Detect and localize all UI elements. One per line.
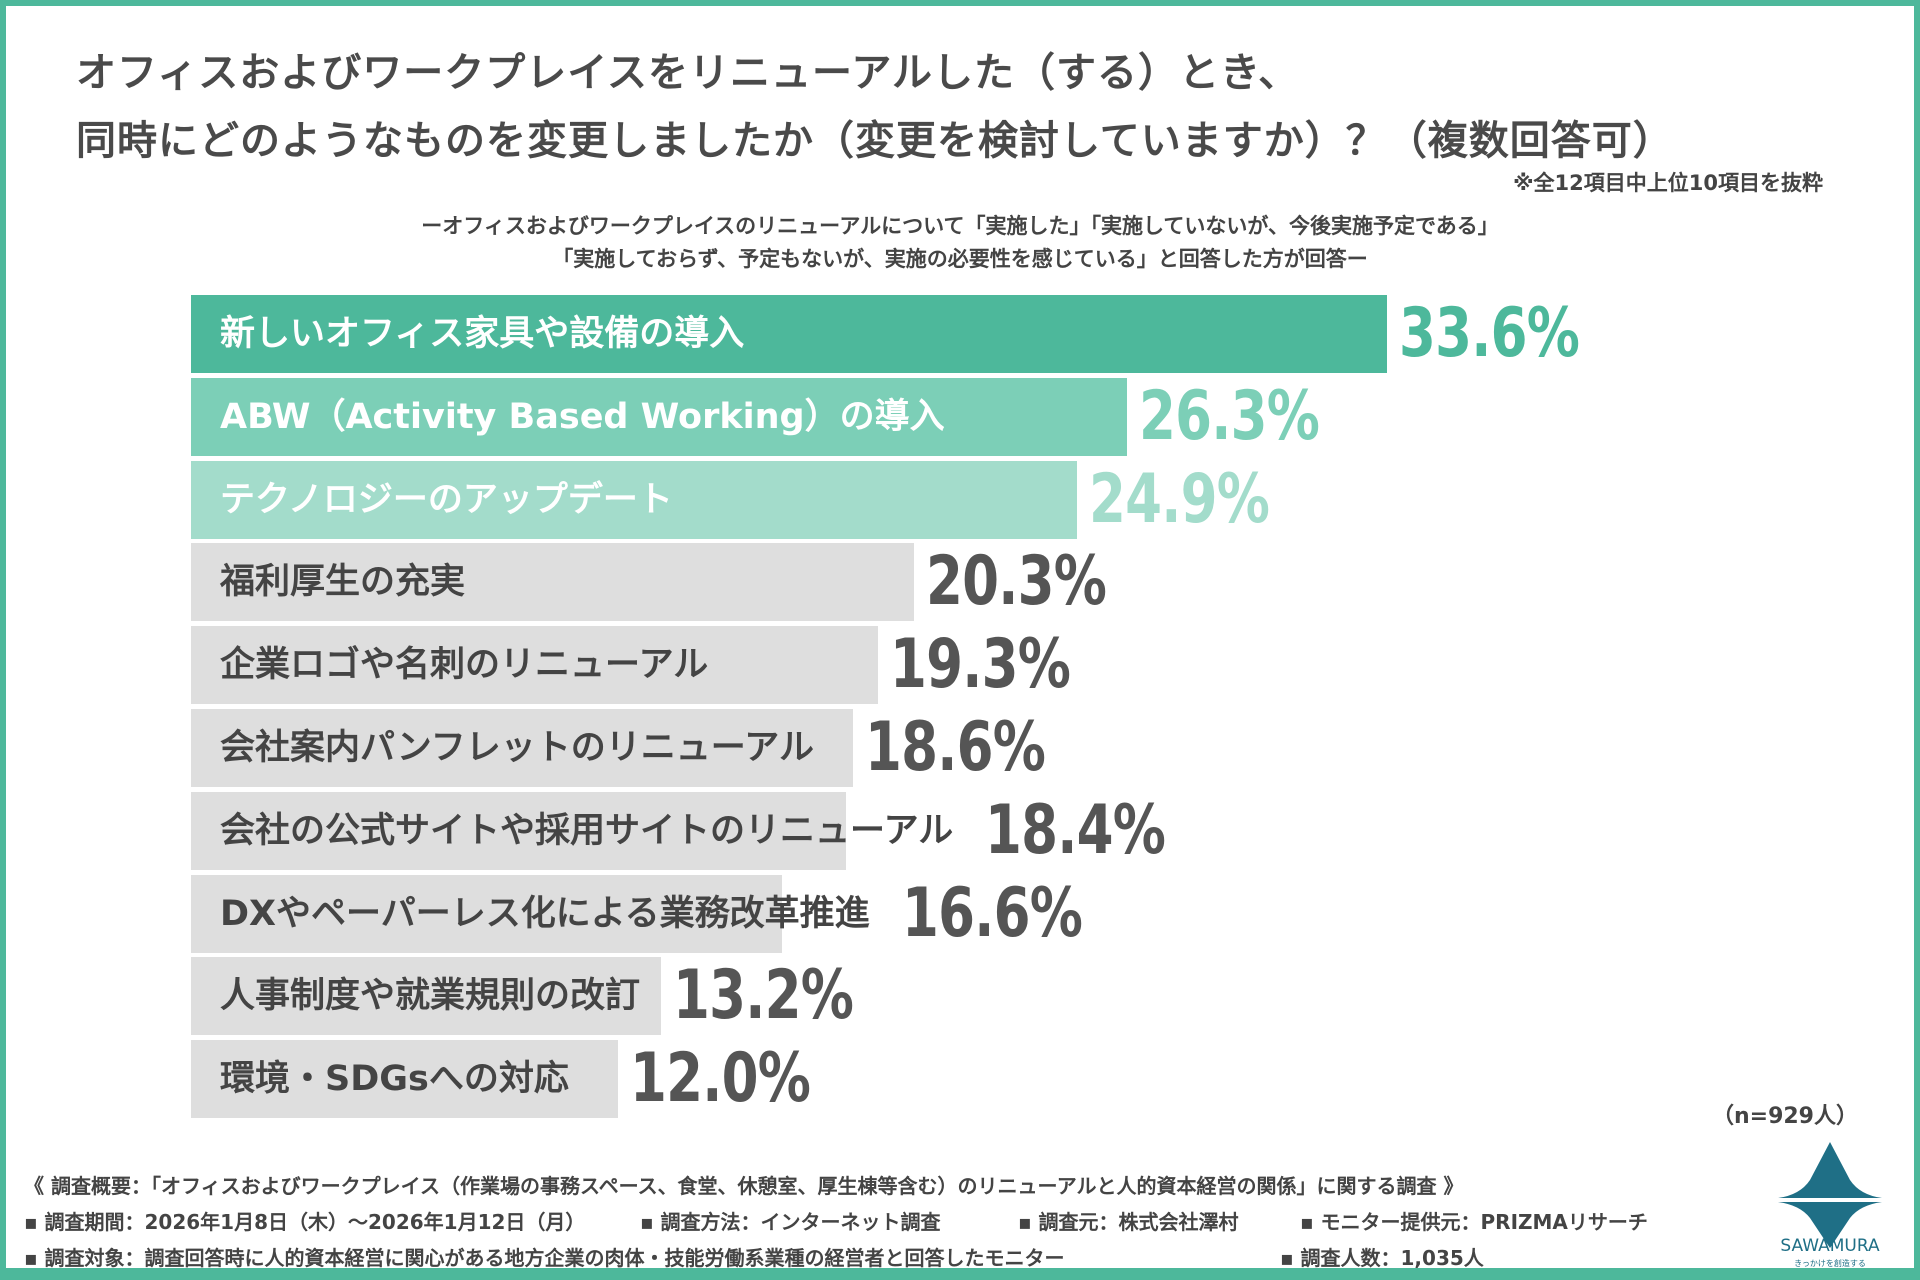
value-label: 16.6%: [902, 873, 1083, 953]
value-label: 24.9%: [1089, 459, 1270, 539]
value-label: 18.6%: [865, 708, 1046, 787]
bar-label: 人事制度や就業規則の改訂: [220, 976, 641, 1017]
bar-7: 会社の公式サイトや採用サイトのリニューアル: [191, 791, 953, 870]
subtitle-line1: ーオフィスおよびワークプレイスのリニューアルについて「実施した」「実施していない…: [421, 214, 1499, 238]
bar-10: 環境・SDGsへの対応: [191, 1040, 619, 1119]
bar-8: DXやペーパーレス化による業務改革推進: [191, 874, 870, 953]
sample-size: （n=929人）: [1711, 1104, 1858, 1129]
bar-label: DXやペーパーレス化による業務改革推進: [220, 893, 870, 934]
footer-method: ▪ 調査方法：インターネット調査: [640, 1210, 941, 1234]
bar-label: 福利厚生の充実: [220, 562, 466, 603]
bar-3: テクノロジーのアップデート: [191, 460, 1078, 539]
footer-overview: 《 調査概要：「オフィスおよびワークプレイス（作業場の事務スペース、食堂、休憩室…: [24, 1174, 1464, 1198]
footer-count: ▪ 調査人数：1,035人: [1280, 1246, 1484, 1270]
bar-9: 人事制度や就業規則の改訂: [191, 957, 661, 1036]
note: ※全12項目中上位10項目を抜粋: [1513, 171, 1823, 195]
chart-title-line1: オフィスおよびワークプレイスをリニューアルした（する）とき、: [76, 50, 1300, 96]
value-label: 13.2%: [672, 956, 854, 1036]
value-label: 19.3%: [889, 625, 1071, 705]
value-label: 12.0%: [630, 1039, 811, 1119]
bar-5: 企業ロゴや名刺のリニューアル: [191, 626, 878, 705]
value-label: 26.3%: [1139, 376, 1320, 456]
bar-4: 福利厚生の充実: [191, 543, 914, 622]
footer-monitor: ▪ モニター提供元：PRIZMAリサーチ: [1300, 1210, 1648, 1234]
bar-label: 会社案内パンフレットのリニューアル: [220, 728, 814, 768]
bar-label: 新しいオフィス家具や設備の導入: [220, 314, 745, 354]
value-label: 20.3%: [925, 542, 1107, 622]
footer-target: ▪ 調査対象：調査回答時に人的資本経営に関心がある地方企業の肉体・技能労働系業種…: [24, 1246, 1065, 1270]
bar-1: 新しいオフィス家具や設備の導入: [191, 295, 1387, 373]
bar-label: テクノロジーのアップデート: [220, 479, 673, 520]
footer-period: ▪ 調査期間：2026年1月8日（木）～2026年1月12日（月）: [24, 1210, 586, 1234]
sawamura-logo: SAWAMURA きっかけを創造する: [1770, 1140, 1890, 1270]
bar-label: ABW（Activity Based Working）の導入: [220, 396, 945, 437]
bar-label: 会社の公式サイトや採用サイトのリニューアル: [220, 810, 954, 851]
value-label: 33.6%: [1399, 294, 1580, 373]
chart-title-line2: 同時にどのようなものを変更しましたか（変更を検討していますか）？（複数回答可）: [76, 118, 1674, 164]
bar-label: 企業ロゴや名刺のリニューアル: [220, 645, 709, 686]
subtitle-line2: 「実施しておらず、予定もないが、実施の必要性を感じている」と回答した方が回答ー: [552, 247, 1368, 271]
footer-source: ▪ 調査元：株式会社澤村: [1018, 1210, 1239, 1234]
value-label: 18.4%: [985, 790, 1166, 870]
bar-6: 会社案内パンフレットのリニューアル: [191, 709, 854, 787]
bar-label: 環境・SDGsへの対応: [220, 1059, 569, 1100]
bar-2: ABW（Activity Based Working）の導入: [191, 377, 1128, 456]
